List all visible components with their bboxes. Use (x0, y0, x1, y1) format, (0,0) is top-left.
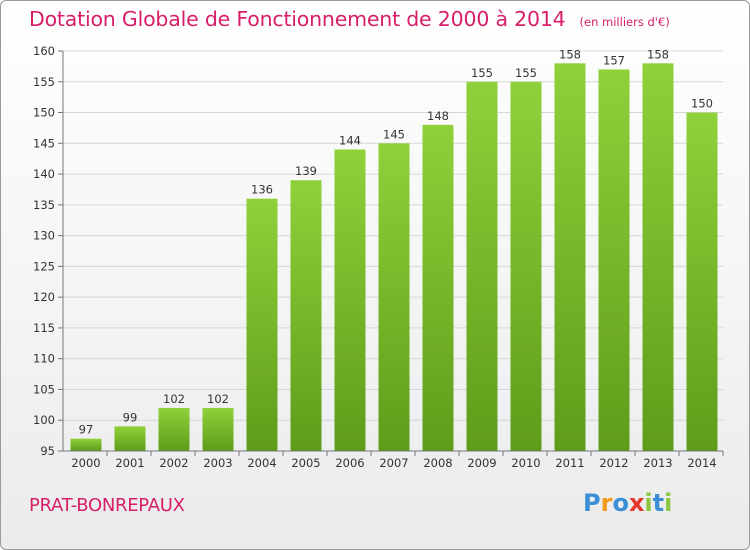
bar-2014 (686, 112, 718, 452)
logo-letter: o (612, 489, 629, 517)
y-tick-label: 95 (40, 444, 55, 458)
data-label: 136 (251, 183, 273, 197)
x-tick-label: 2005 (291, 456, 320, 470)
y-tick-label: 120 (33, 290, 55, 304)
data-label: 139 (295, 164, 317, 178)
logo-letter: r (600, 489, 613, 517)
logo-letter: t (652, 489, 665, 517)
bar-2009 (466, 81, 498, 452)
bar-2011 (554, 63, 586, 452)
axes (58, 50, 724, 456)
y-tick-label: 125 (33, 259, 55, 273)
y-tick-label: 135 (33, 198, 55, 212)
y-tick-label: 100 (33, 413, 55, 427)
x-tick-label: 2014 (687, 456, 716, 470)
logo-letter: i (644, 489, 653, 517)
y-tick-label: 130 (33, 229, 55, 243)
data-label: 158 (647, 47, 669, 61)
chart-title: Dotation Globale de Fonctionnement de 20… (29, 7, 670, 31)
data-label: 158 (559, 47, 581, 61)
logo-letter: P (583, 489, 601, 517)
data-label: 148 (427, 109, 449, 123)
proxiti-logo: Proxiti (583, 489, 672, 517)
y-tick-label: 150 (33, 106, 55, 120)
y-tick-label: 110 (33, 352, 55, 366)
data-label: 144 (339, 133, 361, 147)
x-tick-label: 2000 (71, 456, 100, 470)
bar-2005 (290, 180, 322, 451)
x-tick-label: 2003 (203, 456, 232, 470)
bar-2004 (246, 198, 278, 451)
x-tick-label: 2011 (555, 456, 584, 470)
data-label: 97 (79, 423, 94, 437)
data-label: 99 (123, 410, 138, 424)
x-tick-label: 2008 (423, 456, 452, 470)
x-tick-label: 2013 (643, 456, 672, 470)
title-text: Dotation Globale de Fonctionnement de 20… (29, 7, 566, 31)
logo-letter: i (664, 489, 673, 517)
x-tick-label: 2006 (335, 456, 364, 470)
bars (70, 63, 718, 452)
y-tick-label: 140 (33, 167, 55, 181)
x-tick-label: 2009 (467, 456, 496, 470)
x-tick-label: 2002 (159, 456, 188, 470)
x-tick-label: 2007 (379, 456, 408, 470)
bar-2000 (70, 438, 102, 451)
bar-2013 (642, 63, 674, 452)
y-tick-label: 155 (33, 75, 55, 89)
title-unit: (en milliers d'€) (579, 15, 670, 29)
bar-2007 (378, 143, 410, 452)
data-label: 150 (691, 97, 713, 111)
data-label: 155 (515, 66, 537, 80)
bar-2006 (334, 149, 366, 451)
y-tick-label: 160 (33, 44, 55, 58)
y-tick-label: 105 (33, 382, 55, 396)
x-tick-label: 2001 (115, 456, 144, 470)
bar-2001 (114, 426, 146, 451)
bar-2010 (510, 81, 542, 452)
logo-letter: x (628, 489, 645, 517)
bar-2003 (202, 407, 234, 451)
x-tick-label: 2010 (511, 456, 540, 470)
bar-2012 (598, 69, 630, 451)
bar-2002 (158, 407, 190, 451)
data-label: 155 (471, 66, 493, 80)
data-label: 145 (383, 127, 405, 141)
labels: 95 100 105 110 115 120 125 130 135 140 145 150 155 16… (33, 44, 717, 470)
y-tick-label: 145 (33, 136, 55, 150)
data-label: 102 (163, 392, 185, 406)
y-tick-label: 115 (33, 321, 55, 335)
place-name: PRAT-BONREPAUX (29, 495, 185, 516)
data-label: 157 (603, 53, 625, 67)
x-tick-label: 2004 (247, 456, 276, 470)
x-tick-label: 2012 (599, 456, 628, 470)
data-label: 102 (207, 392, 229, 406)
bar-2008 (422, 124, 454, 451)
